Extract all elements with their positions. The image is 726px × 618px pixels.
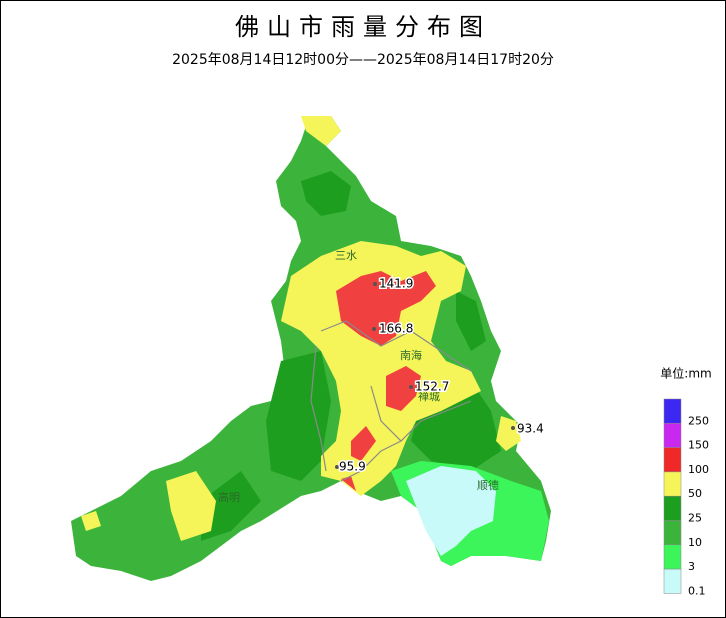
district-labels: 三水 南海 禅城 高明 顺德 <box>218 249 499 504</box>
legend-swatch <box>663 447 682 473</box>
legend-unit: 单位:mm <box>660 366 711 381</box>
district-label: 高明 <box>218 490 240 504</box>
time-range: 2025年08月14日12时00分——2025年08月14日17时20分 <box>172 52 554 68</box>
legend-swatch <box>663 495 682 521</box>
station-value: 95.9 <box>339 460 366 474</box>
map-title: 佛山市雨量分布图 <box>235 13 491 41</box>
station-value: 166.8 <box>379 322 413 336</box>
legend-label: 3 <box>688 560 695 573</box>
legend-swatch <box>663 398 682 424</box>
legend: 单位:mm 250 150 100 50 25 10 3 0.1 <box>660 366 711 598</box>
area-50mm <box>81 116 521 541</box>
stations: 141.9 166.8 152.7 93.4 95.9 <box>335 275 545 475</box>
district-label: 顺德 <box>477 478 499 492</box>
legend-label: 0.1 <box>688 584 706 597</box>
legend-swatch <box>663 520 682 546</box>
legend-label: 150 <box>688 439 709 452</box>
area-0-1mm <box>406 466 496 556</box>
area-25mm <box>201 171 501 541</box>
area-100mm <box>336 271 436 491</box>
legend-label: 10 <box>688 536 702 549</box>
station-value: 141.9 <box>379 277 413 291</box>
legend-label: 250 <box>688 414 709 427</box>
station-value: 152.7 <box>415 380 449 394</box>
legend-swatch <box>663 423 682 448</box>
legend-swatch <box>663 471 682 497</box>
district-label: 三水 <box>335 249 357 262</box>
station-dot <box>335 465 339 469</box>
rainfall-areas <box>71 116 551 581</box>
legend-label: 50 <box>688 487 702 500</box>
station-dot <box>373 282 377 286</box>
legend-label: 25 <box>688 512 702 525</box>
station-dot <box>409 385 413 389</box>
legend-label: 100 <box>688 463 709 476</box>
district-borders <box>310 320 472 482</box>
station-value: 93.4 <box>517 422 544 436</box>
legend-swatch <box>663 568 682 594</box>
station-dot <box>511 426 515 430</box>
district-label: 禅城 <box>418 389 440 403</box>
legend-swatch <box>663 544 682 570</box>
station-dot <box>372 327 376 331</box>
district-label: 南海 <box>400 348 422 362</box>
